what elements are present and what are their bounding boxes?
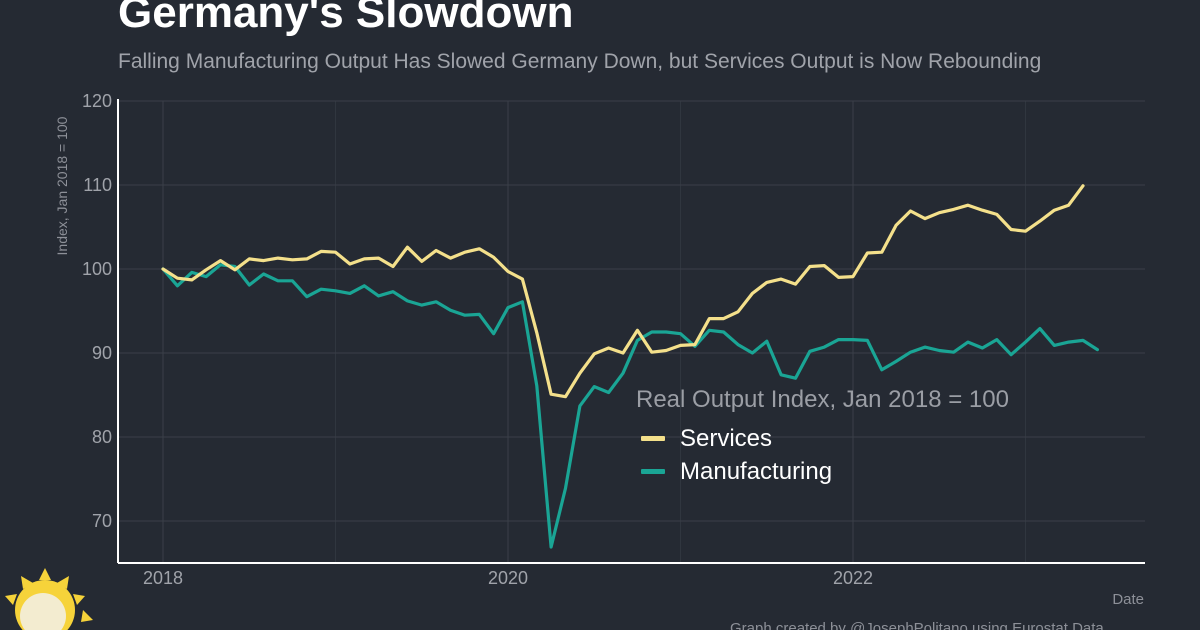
series-line-manufacturing <box>161 263 1099 549</box>
x-tick-label-2018: 2018 <box>143 568 183 588</box>
legend-swatch-services <box>641 436 665 441</box>
legend-swatch-manufacturing <box>641 469 665 474</box>
chart-title: Germany's Slowdown <box>118 0 574 37</box>
chart-subtitle: Falling Manufacturing Output Has Slowed … <box>118 50 1042 73</box>
grid-lines <box>118 100 1145 563</box>
tick-labels: 70 80 90 100 110 120 2018 2020 2022 <box>82 91 873 588</box>
legend-label-services: Services <box>680 424 773 452</box>
series-line-services <box>161 184 1085 399</box>
legend-label-manufacturing: Manufacturing <box>680 457 833 485</box>
y-tick-label-100: 100 <box>82 259 112 279</box>
legend-title: Real Output Index, Jan 2018 = 100 <box>636 386 1009 413</box>
y-tick-label-110: 110 <box>83 175 112 195</box>
y-tick-label-90: 90 <box>92 343 112 363</box>
x-tick-label-2020: 2020 <box>488 568 528 588</box>
y-tick-label-80: 80 <box>92 427 112 447</box>
series-lines <box>161 184 1099 549</box>
y-tick-label-120: 120 <box>82 91 112 111</box>
sun-logo-icon <box>5 568 93 630</box>
axes <box>117 99 1145 564</box>
legend-item-services: Services <box>636 422 1009 455</box>
x-tick-label-2022: 2022 <box>833 568 873 588</box>
source-caption: Graph created by @JosephPolitano using E… <box>730 620 1104 630</box>
legend-item-manufacturing: Manufacturing <box>636 455 1009 488</box>
x-axis-label: Date <box>1112 591 1144 608</box>
legend: Real Output Index, Jan 2018 = 100 Servic… <box>636 386 1009 488</box>
y-tick-label-70: 70 <box>92 511 112 531</box>
